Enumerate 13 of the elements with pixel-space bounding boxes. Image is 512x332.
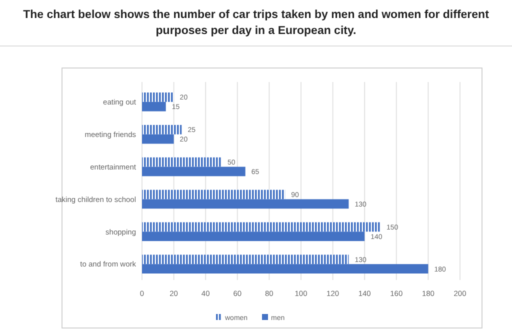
bar xyxy=(142,92,174,102)
bar xyxy=(142,254,349,264)
bar xyxy=(142,199,349,209)
chart-title: The chart below shows the number of car trips taken by men and women for different purposes per day in a European city. xyxy=(23,9,490,37)
bar xyxy=(142,102,166,112)
bar xyxy=(142,124,182,134)
bar xyxy=(142,222,380,232)
bar xyxy=(142,166,246,176)
bar xyxy=(142,134,174,144)
bar xyxy=(142,264,428,274)
bar xyxy=(142,190,286,200)
bar xyxy=(142,157,222,167)
bar xyxy=(142,232,365,242)
